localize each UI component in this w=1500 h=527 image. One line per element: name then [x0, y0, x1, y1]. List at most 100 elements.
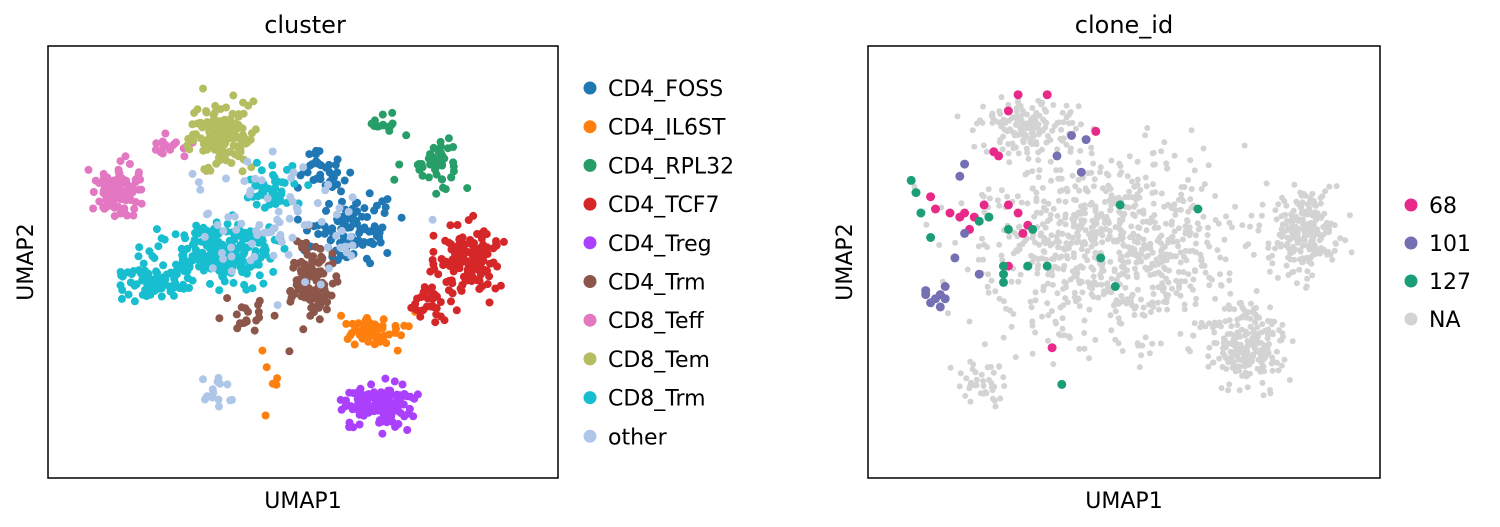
- point-cd8-trm: [142, 292, 151, 300]
- point-na: [1104, 280, 1111, 287]
- y-axis-label: UMAP2: [14, 223, 39, 300]
- point-cd8-trm: [214, 238, 223, 247]
- point-na: [1244, 330, 1251, 337]
- point-cd8-trm: [230, 232, 239, 241]
- point-cd4-rpl32: [444, 134, 453, 143]
- point-101: [960, 228, 970, 238]
- point-na: [1131, 213, 1138, 219]
- point-na: [1050, 361, 1057, 368]
- point-127: [999, 277, 1008, 287]
- point-na: [1269, 329, 1276, 336]
- point-na: [973, 376, 980, 383]
- point-na: [998, 94, 1005, 101]
- point-na: [1275, 201, 1282, 208]
- point-na: [1161, 139, 1168, 146]
- point-cd8-trm: [130, 297, 139, 306]
- point-cd4-tcf7: [419, 306, 428, 315]
- point-127: [999, 269, 1008, 279]
- point-na: [1309, 190, 1316, 197]
- point-cd4-foss: [337, 187, 345, 196]
- point-cd8-teff: [103, 173, 112, 182]
- point-na: [1075, 159, 1082, 166]
- point-na: [1013, 108, 1020, 115]
- point-na: [1060, 245, 1067, 252]
- point-na: [1050, 102, 1057, 108]
- point-na: [998, 252, 1005, 259]
- point-cd4-rpl32: [439, 183, 447, 192]
- point-na: [1299, 242, 1306, 249]
- point-na: [1284, 240, 1291, 247]
- point-na: [1097, 271, 1104, 278]
- point-cd8-trm: [166, 268, 175, 277]
- point-na: [1247, 315, 1254, 322]
- point-101: [1076, 167, 1086, 177]
- point-na: [1161, 264, 1168, 271]
- point-na: [1015, 224, 1022, 231]
- point-cd4-tcf7: [452, 306, 461, 315]
- point-na: [1006, 159, 1013, 166]
- point-na: [1220, 350, 1226, 356]
- point-na: [1089, 285, 1096, 292]
- point-na: [1066, 111, 1073, 118]
- point-cd4-trm: [314, 303, 323, 312]
- point-other: [260, 228, 269, 237]
- point-na: [1076, 303, 1083, 309]
- point-cd8-trm: [144, 269, 153, 278]
- point-other: [237, 219, 246, 228]
- point-na: [1063, 185, 1070, 192]
- point-na: [1048, 232, 1055, 239]
- point-na: [1098, 229, 1105, 236]
- point-na: [1085, 170, 1091, 177]
- point-na: [963, 375, 970, 382]
- point-na: [1198, 186, 1205, 192]
- point-cd8-tem: [236, 145, 245, 153]
- point-cd8-tem: [215, 127, 224, 136]
- point-cd8-teff: [95, 197, 104, 206]
- point-na: [1030, 133, 1037, 140]
- point-cd8-teff: [113, 188, 122, 197]
- point-na: [1177, 330, 1184, 337]
- point-na: [1332, 240, 1339, 247]
- point-na: [1202, 269, 1209, 276]
- point-cd4-foss: [354, 236, 363, 245]
- point-cd4-trm: [250, 326, 259, 335]
- point-na: [1032, 329, 1039, 336]
- point-na: [1149, 190, 1156, 196]
- point-na: [1042, 224, 1049, 231]
- point-cd4-il6st: [268, 379, 277, 388]
- point-101: [960, 159, 970, 169]
- point-na: [1126, 153, 1133, 160]
- point-cd4-tcf7: [429, 247, 438, 256]
- point-na: [1118, 320, 1125, 327]
- point-na: [1134, 191, 1141, 198]
- point-cd8-trm: [204, 251, 213, 260]
- point-cd4-il6st: [397, 331, 405, 340]
- point-cd4-foss: [363, 213, 372, 221]
- point-na: [1173, 277, 1180, 284]
- point-na: [1157, 340, 1164, 347]
- point-na: [1175, 243, 1182, 250]
- point-na: [1264, 351, 1271, 358]
- point-cd8-tem: [217, 143, 226, 152]
- point-na: [1076, 187, 1083, 194]
- point-na: [1131, 312, 1138, 318]
- point-na: [1129, 178, 1135, 185]
- point-cd8-tem: [226, 117, 235, 126]
- point-127: [999, 261, 1008, 271]
- point-na: [1059, 109, 1066, 116]
- point-cd4-trm: [239, 319, 248, 327]
- point-na: [1286, 377, 1293, 383]
- point-cd4-trm: [299, 325, 308, 334]
- point-68: [1003, 106, 1013, 116]
- point-na: [1004, 128, 1011, 135]
- point-cd8-tem: [204, 143, 213, 152]
- point-na: [1059, 315, 1066, 322]
- point-na: [1232, 368, 1239, 375]
- point-na: [1254, 324, 1261, 331]
- point-na: [1112, 224, 1119, 231]
- point-na: [1062, 221, 1069, 228]
- point-other: [275, 218, 284, 227]
- point-na: [1039, 184, 1046, 191]
- point-na: [1016, 242, 1023, 249]
- point-na: [1029, 168, 1036, 175]
